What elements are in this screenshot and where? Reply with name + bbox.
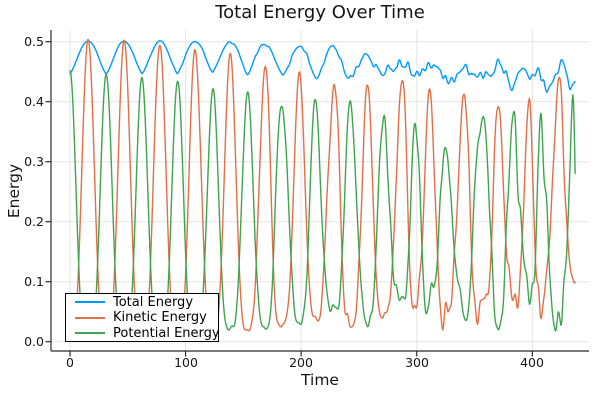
tick-marks	[45, 41, 533, 357]
y-axis-label: Energy	[5, 163, 23, 219]
legend-line-potential	[75, 332, 105, 334]
y-tick-label-0.0: 0.0	[24, 334, 44, 349]
x-axis-label: Time	[301, 371, 339, 389]
legend-line-total	[75, 301, 105, 303]
x-tick-label-100: 100	[174, 355, 198, 370]
y-tick-label-0.2: 0.2	[24, 214, 44, 229]
legend-item-potential: Potential Energy	[66, 325, 220, 341]
x-tick-label-200: 200	[289, 355, 313, 370]
y-tick-label-0.4: 0.4	[24, 94, 44, 109]
chart-title: Total Energy Over Time	[215, 2, 425, 23]
y-tick-label-0.3: 0.3	[24, 154, 44, 169]
y-tick-label-0.5: 0.5	[24, 34, 44, 49]
x-tick-label-0: 0	[66, 355, 74, 370]
legend-item-total: Total Energy	[66, 295, 218, 310]
y-tick-label-0.1: 0.1	[24, 274, 44, 289]
legend-item-kinetic: Kinetic Energy	[66, 310, 218, 325]
legend-label-total: Total Energy	[113, 294, 194, 310]
axes-spines	[50, 30, 589, 352]
legend-line-kinetic	[75, 316, 105, 319]
x-tick-label-300: 300	[405, 355, 429, 370]
legend-label-potential: Potential Energy	[113, 325, 220, 341]
legend: Total Energy Kinetic Energy Potential En…	[65, 293, 220, 342]
x-tick-label-400: 400	[520, 355, 544, 370]
legend-label-kinetic: Kinetic Energy	[113, 310, 207, 325]
